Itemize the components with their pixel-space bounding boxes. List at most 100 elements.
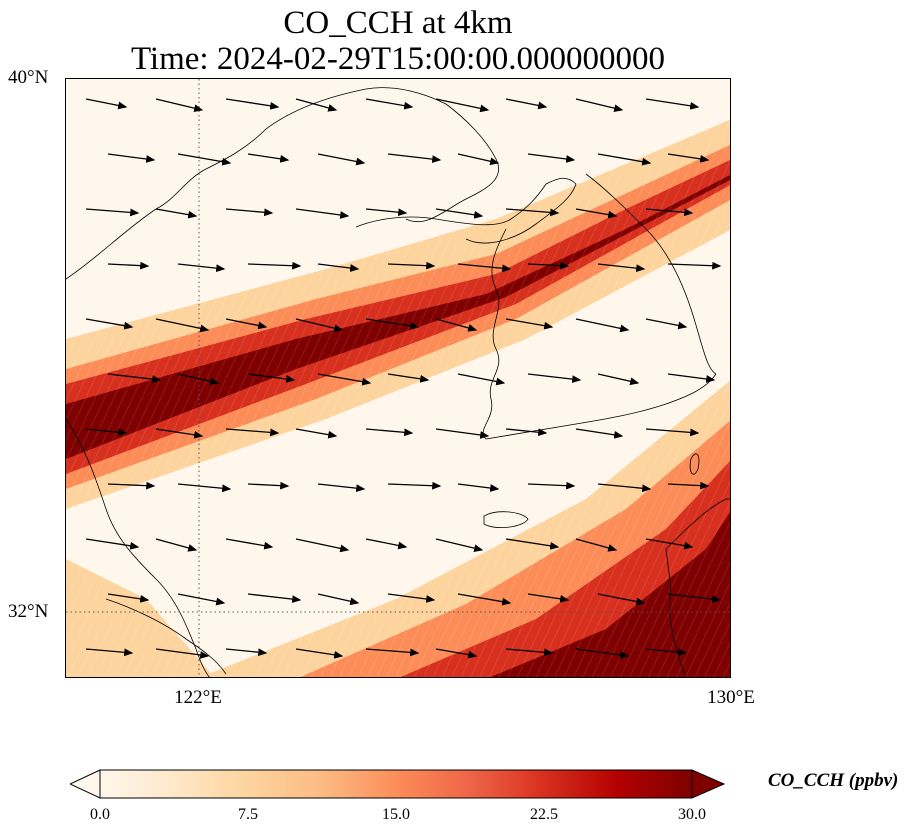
wind-arrow (295, 538, 350, 553)
wind-arrow (85, 318, 134, 330)
wind-arrow (177, 483, 232, 493)
wind-arrow (457, 263, 512, 273)
wind-arrow (225, 318, 268, 330)
wind-arrow (667, 261, 722, 270)
wind-arrow (365, 648, 420, 657)
wind-arrow (365, 98, 414, 110)
wind-arrow (225, 538, 274, 550)
wind-arrow (225, 648, 268, 657)
wind-arrow (387, 153, 442, 163)
tsushima (689, 453, 700, 475)
wind-arrow (155, 648, 210, 659)
wind-arrow (107, 481, 156, 490)
wind-arrow (85, 428, 128, 437)
wind-arrow (597, 373, 640, 386)
colorbar-tick-15: 15.0 (382, 806, 410, 823)
colorbar-tick-30: 30.0 (678, 806, 706, 823)
wind-arrow (85, 98, 128, 110)
wind-arrow (177, 373, 220, 386)
wind-arrow (667, 593, 722, 603)
wind-arrow (667, 373, 716, 383)
colorbar-extend-high (691, 769, 726, 799)
wind-arrow (435, 98, 490, 113)
wind-arrow (387, 593, 436, 603)
wind-arrow (645, 648, 688, 657)
wind-arrow (645, 318, 688, 330)
wind-arrow (247, 261, 302, 270)
wind-arrow (155, 538, 198, 552)
wind-arrow (387, 481, 442, 490)
wind-arrow (527, 481, 576, 490)
wind-arrow (575, 538, 618, 552)
wind-arrow (645, 98, 700, 110)
wind-arrow (527, 593, 570, 603)
lat-tick-32n: 32°N (8, 601, 49, 622)
wind-arrow (225, 428, 280, 437)
wind-arrow (505, 98, 548, 110)
wind-arrow (155, 98, 204, 112)
wind-arrow (435, 428, 490, 439)
wind-arrow (505, 428, 548, 437)
wind-arrow (295, 208, 350, 219)
wind-arrow (295, 98, 338, 112)
colorbar-tick-22-5: 22.5 (530, 806, 558, 823)
wind-arrow (457, 483, 500, 492)
wind-arrow (85, 648, 134, 657)
wind-arrow (457, 373, 506, 386)
wind-arrow (435, 538, 484, 552)
wind-arrow (457, 593, 512, 606)
wind-arrow (527, 373, 582, 383)
jeju-island (483, 511, 529, 529)
coastline-shandong (355, 177, 577, 244)
wind-arrow (667, 481, 710, 490)
wind-arrow (225, 98, 280, 110)
wind-arrow (527, 261, 570, 270)
wind-arrow (155, 428, 204, 439)
lat-tick-40n: 40°N (8, 67, 49, 88)
wind-arrow (667, 153, 710, 163)
field-texture (66, 79, 730, 677)
wind-arrow (597, 153, 652, 166)
wind-arrow (155, 208, 198, 219)
colorbar-label: CO_CCH (ppbv) (768, 770, 899, 791)
wind-arrow (155, 318, 210, 333)
colorbar-tick-0: 0.0 (90, 806, 110, 823)
coastline-north (66, 87, 499, 280)
wind-arrow (505, 648, 554, 657)
wind-arrow (435, 318, 478, 332)
wind-arrow (645, 428, 700, 437)
wind-arrow (85, 208, 140, 217)
map-plot-area[interactable] (65, 78, 731, 678)
colorbar (70, 769, 726, 799)
wind-arrow (177, 593, 226, 606)
coastline-korea-east (585, 173, 717, 375)
wind-arrow (247, 373, 296, 383)
wind-arrow (317, 153, 366, 166)
map-canvas (66, 79, 730, 677)
wind-arrow (365, 538, 408, 550)
map-title: CO_CCH at 4km (283, 5, 513, 41)
wind-arrow (505, 318, 554, 330)
wind-arrow (177, 153, 232, 166)
wind-arrow (317, 373, 372, 386)
wind-arrow (225, 208, 274, 217)
wind-arrow (645, 538, 694, 550)
wind-arrow (457, 153, 500, 166)
wind-arrow (365, 318, 420, 330)
lon-tick-122e: 122°E (174, 687, 222, 708)
wind-arrow (317, 263, 360, 272)
wind-arrow (107, 593, 150, 603)
wind-arrow (575, 208, 618, 219)
coastline-korea-west (482, 228, 507, 440)
wind-arrow (597, 483, 652, 493)
wind-arrow (317, 483, 366, 493)
graticule (66, 79, 730, 677)
wind-arrow (107, 153, 156, 163)
wind-arrow (435, 208, 484, 219)
wind-arrow (365, 208, 408, 217)
wind-arrow (247, 481, 290, 490)
wind-arrow (527, 153, 576, 163)
wind-arrow (575, 428, 624, 439)
wind-arrow (597, 263, 646, 273)
wind-arrow (505, 208, 560, 217)
